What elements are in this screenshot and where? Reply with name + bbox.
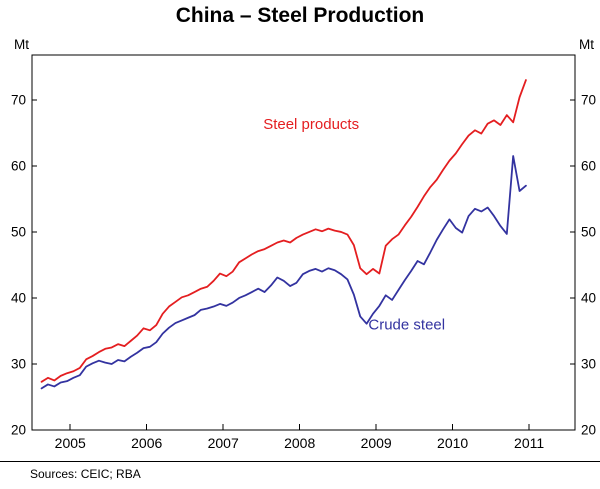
- plot-frame: [31, 54, 576, 431]
- y-axis-tick-label-left: 60: [11, 158, 26, 173]
- y-axis-tick-label-left: 20: [11, 423, 26, 438]
- chart-title: China – Steel Production: [175, 4, 425, 27]
- y-axis-tick-label-right: 30: [581, 356, 596, 371]
- sources-note: Sources: CEIC; RBA: [30, 467, 141, 481]
- x-axis-tick-label: 2011: [514, 435, 544, 451]
- y-axis-tick-label-left: 40: [11, 290, 26, 305]
- y-axis-tick-label-left: 30: [11, 356, 26, 371]
- series-label-steel-products: Steel products: [263, 116, 359, 133]
- footer-divider: [0, 461, 600, 462]
- y-axis-unit-left: Mt: [14, 37, 29, 52]
- x-axis-tick-label: 2008: [284, 435, 315, 451]
- y-axis-tick-label-left: 50: [11, 224, 26, 239]
- x-axis-tick-label: 2010: [437, 435, 468, 451]
- y-axis-tick-label-right: 50: [581, 224, 596, 239]
- y-axis-tick-label-right: 40: [581, 290, 596, 305]
- y-axis-tick-label-right: 20: [581, 423, 596, 438]
- series-label-crude-steel: Crude steel: [368, 317, 445, 334]
- x-axis-tick-label: 2009: [361, 435, 392, 451]
- series-line-steel-products: [40, 79, 527, 383]
- y-axis-tick-label-right: 70: [581, 92, 596, 107]
- y-axis-tick-label-right: 60: [581, 158, 596, 173]
- x-axis-tick-label: 2005: [55, 435, 86, 451]
- y-axis-tick-label-left: 70: [11, 92, 26, 107]
- x-axis-tick-label: 2006: [131, 435, 162, 451]
- x-axis-tick-label: 2007: [208, 435, 239, 451]
- series-line-crude-steel: [40, 155, 527, 390]
- y-axis-unit-right: Mt: [579, 37, 594, 52]
